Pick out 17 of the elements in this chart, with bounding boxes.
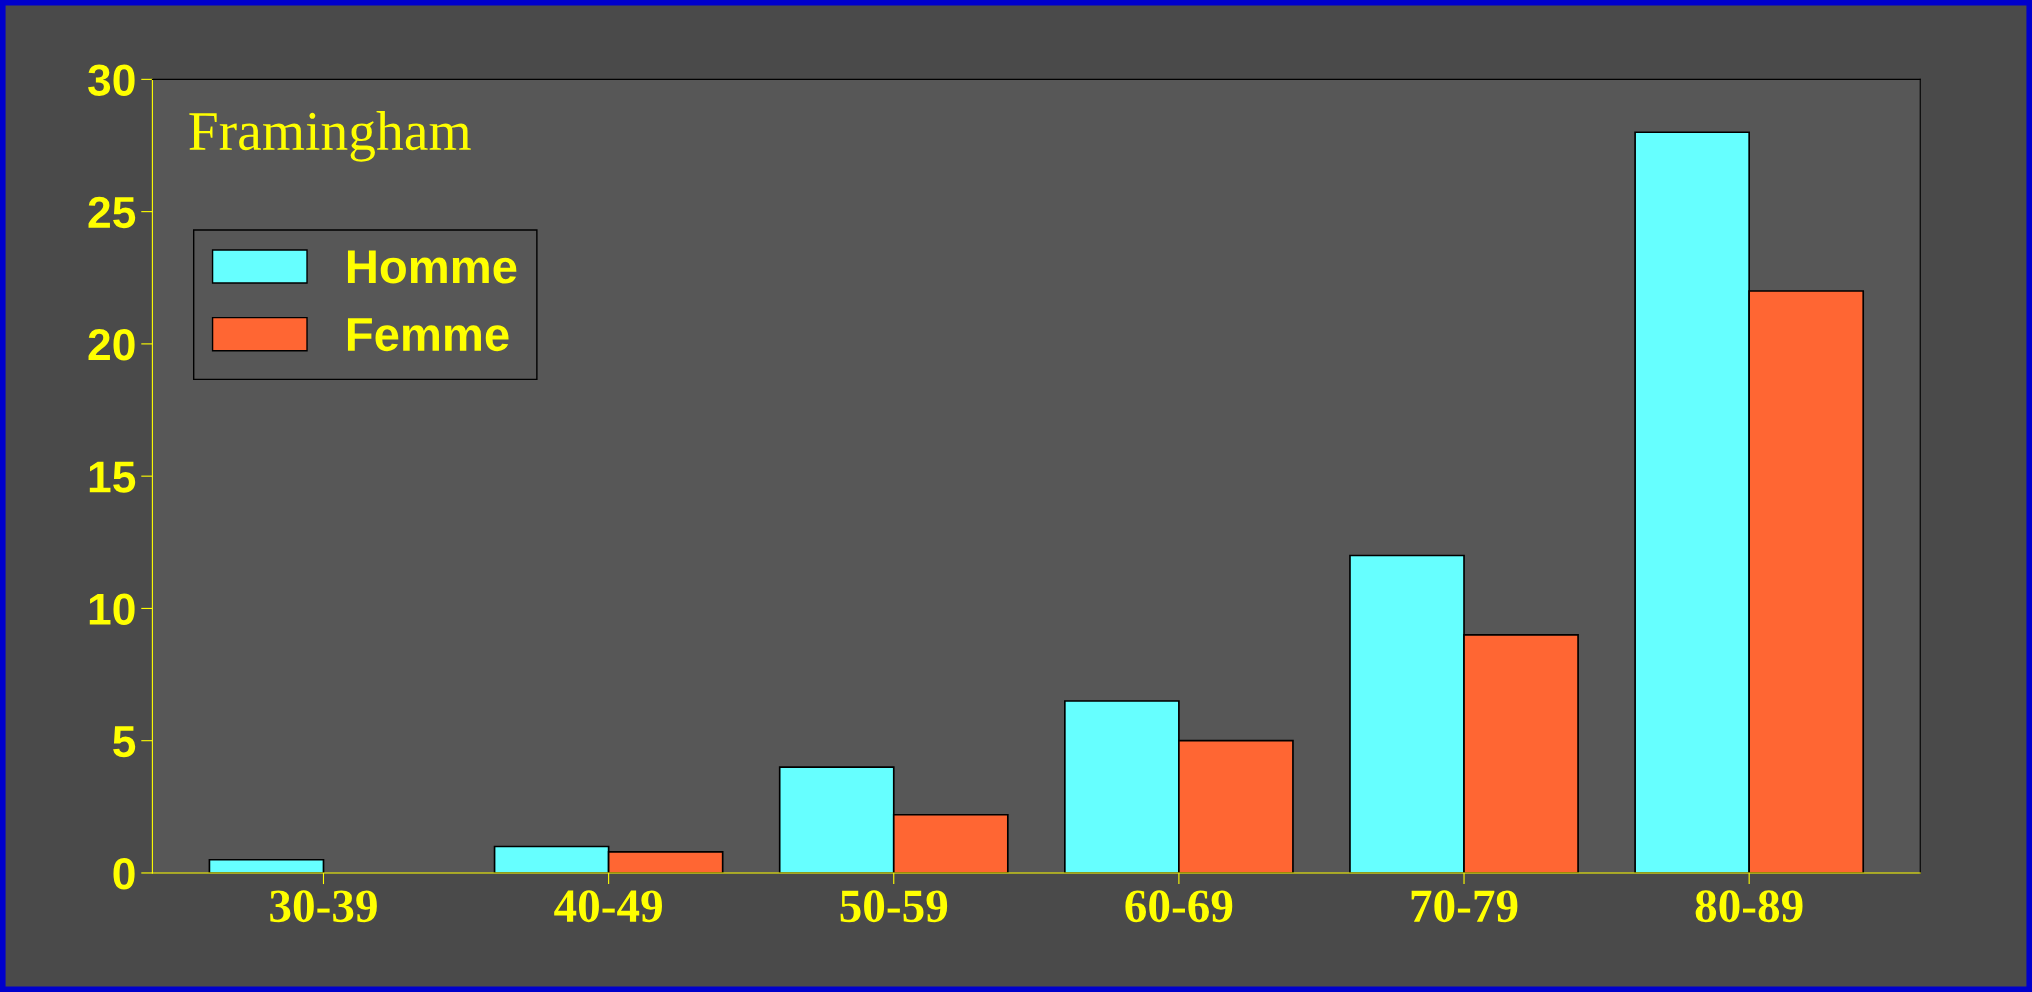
y-tick-label: 15	[89, 461, 136, 493]
x-tick-label: 40-49	[554, 890, 662, 923]
x-tick-label: 60-69	[1125, 890, 1233, 923]
y-tick-label: 5	[113, 726, 136, 758]
legend-label: Homme	[347, 250, 517, 284]
y-tick-label: 10	[89, 593, 135, 625]
x-tick-label: 50-59	[840, 890, 948, 923]
y-tick-label: 20	[88, 328, 135, 361]
legend-label: Femme	[347, 318, 509, 352]
y-tick-label: 25	[88, 196, 136, 229]
x-tick-label: 30-39	[270, 890, 377, 923]
bar	[208, 858, 325, 873]
text: Framingham	[189, 111, 471, 162]
y-tick-label: 0	[113, 858, 135, 890]
x-tick-label: 70-79	[1411, 890, 1518, 923]
x-tick-label: 80-89	[1695, 890, 1803, 923]
y-tick-label: 30	[88, 64, 135, 96]
